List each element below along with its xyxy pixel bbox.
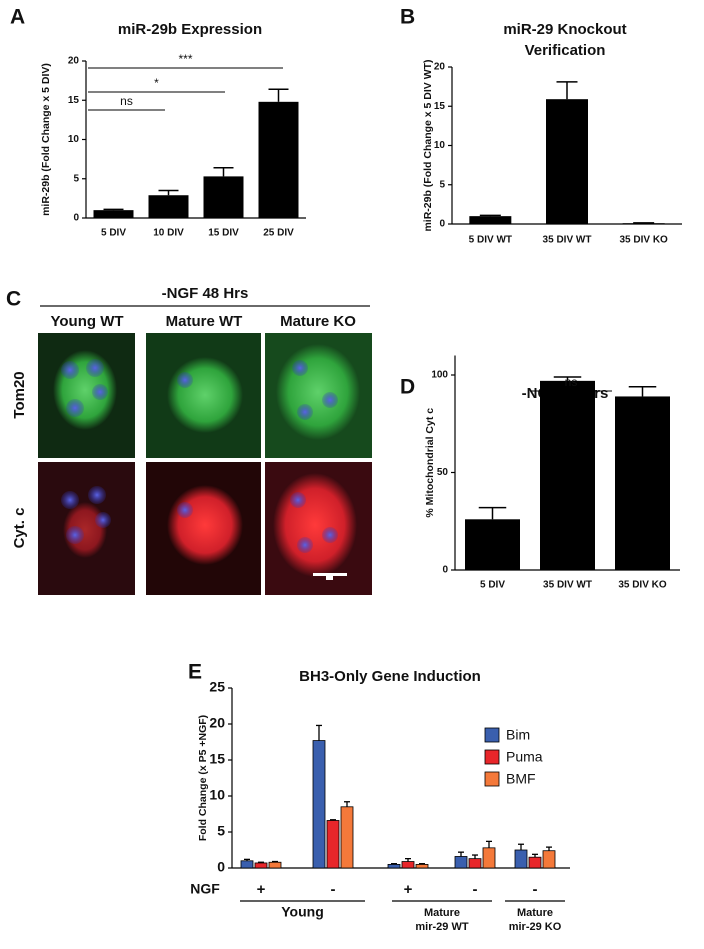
y-tick-label: 10 (434, 140, 446, 151)
x-tick-label: - (533, 881, 538, 898)
y-tick-label: 10 (209, 787, 225, 803)
bar (482, 847, 496, 869)
x-tick-label: 5 DIV (480, 580, 505, 591)
significance-label: ns (565, 375, 578, 389)
micrographs (38, 333, 372, 595)
y-tick-label: 5 (439, 179, 445, 190)
legend-swatch (484, 727, 500, 743)
bar (528, 856, 542, 869)
legend-label: Puma (506, 749, 543, 765)
y-tick-label: 50 (437, 467, 449, 478)
legend-label: BMF (506, 771, 536, 787)
y-tick-label: 10 (68, 134, 80, 145)
bar (415, 864, 429, 869)
x-tick-label: 35 DIV KO (618, 580, 667, 591)
y-tick-label: 5 (217, 823, 225, 839)
panel-letter: C (6, 288, 21, 311)
y-tick-label: 100 (431, 370, 448, 381)
y-tick-label: 20 (434, 62, 446, 73)
chart-title: BH3-Only Gene Induction (299, 668, 481, 685)
x-tick-label: + (404, 881, 413, 898)
y-tick-label: 20 (68, 56, 80, 67)
legend-swatch (484, 749, 500, 765)
x-tick-label: 35 DIV WT (543, 580, 592, 591)
x-tick-label: 25 DIV (263, 228, 294, 239)
bar (546, 99, 588, 224)
bar (240, 860, 254, 869)
bar (401, 861, 415, 869)
x-tick-label: 35 DIV WT (543, 235, 592, 246)
group-label: mir-29 WT (415, 921, 468, 933)
group-label: Mature (424, 907, 460, 919)
column-label: Mature KO (280, 313, 356, 330)
y-tick-label: 25 (209, 679, 225, 695)
y-axis-label: Fold Change (x P5 +NGF) (197, 715, 209, 841)
group-label: Mature (517, 907, 553, 919)
bar (615, 396, 670, 570)
bar (514, 849, 528, 869)
column-label: Mature WT (166, 313, 243, 330)
significance-label: * (154, 76, 159, 90)
chart-title: Verification (525, 42, 606, 59)
y-tick-label: 0 (73, 213, 79, 224)
y-axis-label: miR-29b (Fold Change x 5 DIV) (40, 63, 52, 216)
group-label: Young (281, 904, 324, 920)
significance-label: ns (120, 94, 133, 108)
bar (258, 101, 299, 218)
y-tick-label: 0 (442, 565, 448, 576)
x-row-label: NGF (190, 881, 220, 897)
y-tick-label: 15 (434, 101, 446, 112)
bar (268, 861, 282, 869)
x-tick-label: 35 DIV KO (619, 235, 668, 246)
bar (93, 210, 134, 218)
bar (622, 223, 665, 224)
y-tick-label: 0 (439, 219, 445, 230)
x-tick-label: + (257, 881, 266, 898)
bar (387, 864, 401, 869)
bar (312, 740, 326, 869)
panel-title: -NGF 48 Hrs (162, 285, 249, 302)
y-tick-label: 0 (217, 859, 225, 875)
y-tick-label: 5 (73, 173, 79, 184)
bar (540, 380, 595, 570)
bar (465, 519, 520, 570)
panel-letter: B (400, 6, 415, 29)
y-axis-label: miR-29b (Fold Change x 5 DIV WT) (422, 59, 434, 231)
column-label: Young WT (50, 313, 123, 330)
bar (326, 820, 340, 869)
chart-title: miR-29b Expression (118, 21, 262, 38)
row-label: Tom20 (11, 371, 28, 418)
significance-label: *** (178, 52, 192, 66)
bar (454, 856, 468, 869)
x-tick-label: - (473, 881, 478, 898)
panel-letter: D (400, 376, 415, 399)
y-tick-label: 15 (209, 751, 225, 767)
bar (468, 858, 482, 869)
y-tick-label: 20 (209, 715, 225, 731)
x-tick-label: 15 DIV (208, 228, 239, 239)
x-tick-label: 10 DIV (153, 228, 184, 239)
legend-swatch (484, 771, 500, 787)
group-label: mir-29 KO (509, 921, 562, 933)
bar (340, 806, 354, 869)
x-tick-label: 5 DIV (101, 228, 126, 239)
bar (469, 216, 512, 224)
y-tick-label: 15 (68, 95, 80, 106)
panel-letter: A (10, 6, 25, 29)
bar (148, 195, 189, 218)
bar (542, 850, 556, 869)
legend-label: Bim (506, 727, 530, 743)
y-axis-label: % Mitochondrial Cyt c (424, 408, 436, 518)
row-label: Cyt. c (11, 508, 28, 549)
bar (254, 862, 268, 869)
chart-title: miR-29 Knockout (503, 21, 626, 38)
panel-letter: E (188, 661, 202, 684)
x-tick-label: 5 DIV WT (469, 235, 512, 246)
x-tick-label: - (331, 881, 336, 898)
bar (203, 176, 244, 218)
